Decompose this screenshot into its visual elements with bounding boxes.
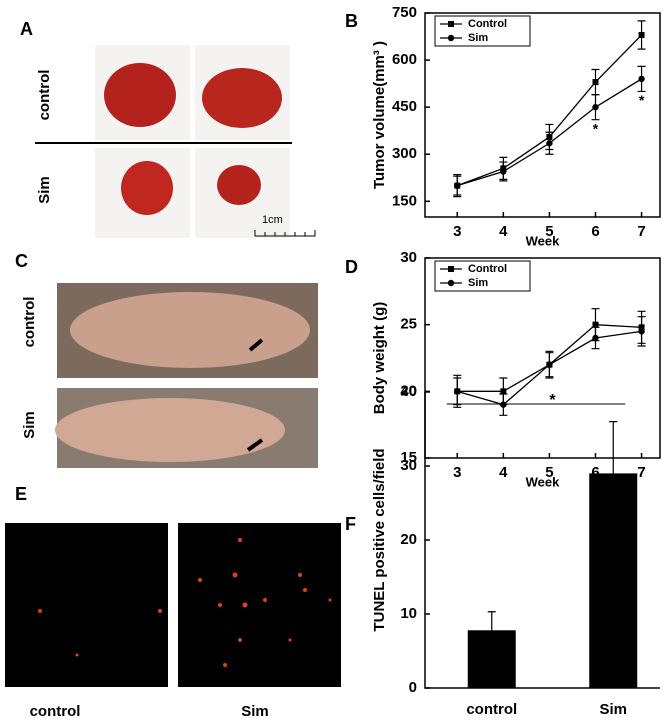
column-label: control: [30, 703, 81, 720]
y-tick-label: 750: [392, 4, 417, 21]
row-label: control: [21, 297, 38, 348]
y-tick-label: 30: [400, 249, 417, 266]
legend-label: Sim: [468, 277, 488, 289]
panel-letter: C: [15, 251, 28, 271]
error-bar: [609, 421, 618, 526]
x-tick-label: 3: [453, 464, 461, 481]
marker: [592, 334, 599, 342]
scale-bar-label: 1cm: [262, 214, 283, 226]
marker: [592, 321, 599, 328]
x-tick-label: 7: [637, 464, 645, 481]
plot-frame: [424, 12, 661, 218]
tunel-images: [5, 523, 341, 687]
y-tick-label: 20: [400, 382, 417, 399]
mouse-photos: [55, 283, 318, 468]
y-tick-label: 150: [392, 192, 417, 209]
y-tick-label: 10: [400, 605, 417, 622]
y-tick-label: 40: [400, 383, 417, 400]
y-tick-label: 0: [409, 679, 417, 696]
x-axis-label: Week: [526, 233, 560, 248]
y-axis-label: Body weight (g): [371, 302, 388, 415]
panel-letter: A: [20, 19, 33, 39]
marker: [638, 31, 645, 38]
marker: [638, 328, 645, 335]
y-tick-label: 15: [400, 449, 417, 466]
legend-label: Control: [468, 263, 507, 275]
y-tick-label: 300: [392, 145, 417, 162]
marker: [448, 266, 454, 272]
x-tick-label: 4: [499, 223, 508, 240]
marker: [500, 401, 507, 408]
marker: [638, 75, 645, 83]
x-tick-label: 3: [453, 223, 461, 240]
marker: [546, 361, 553, 368]
y-tick-label: 20: [400, 531, 417, 548]
row-label: Sim: [36, 176, 53, 204]
marker: [592, 103, 599, 111]
x-axis-label: Week: [526, 474, 560, 489]
row-label: control: [36, 70, 53, 121]
x-tick-label: control: [466, 701, 517, 718]
legend-box: [434, 15, 531, 47]
marker: [447, 34, 455, 42]
legend-label: Control: [468, 18, 507, 30]
column-label: Sim: [241, 703, 269, 720]
y-tick-label: 450: [392, 98, 417, 115]
marker: [448, 21, 454, 27]
error-bar: [487, 611, 496, 650]
significance-mark: *: [593, 120, 599, 136]
x-tick-label: 7: [637, 223, 645, 240]
marker: [500, 168, 507, 175]
significance-mark: *: [639, 92, 645, 108]
x-tick-label: 6: [591, 223, 599, 240]
panel-letter: D: [345, 257, 358, 277]
plot-frame: [424, 257, 661, 459]
legend-box: [434, 260, 531, 292]
marker: [447, 279, 455, 287]
marker: [454, 182, 461, 189]
marker: [500, 388, 507, 395]
series-line: [457, 34, 643, 187]
tumor-photos: [35, 45, 316, 238]
x-tick-label: Sim: [599, 701, 627, 718]
panel-letter: E: [15, 484, 27, 504]
marker: [454, 388, 461, 395]
y-tick-label: 30: [400, 457, 417, 474]
y-tick-label: 25: [400, 316, 417, 333]
marker: [546, 140, 553, 147]
marker: [592, 79, 599, 86]
row-label: Sim: [21, 411, 38, 439]
y-tick-label: 600: [392, 51, 417, 68]
x-tick-label: 5: [545, 464, 553, 481]
panel-letter: B: [345, 11, 358, 31]
y-axis-label: Tumor volume(mm³ ): [371, 41, 388, 189]
x-tick-label: 5: [545, 223, 553, 240]
y-axis-label: TUNEL positive cells/field: [371, 448, 388, 631]
legend-label: Sim: [468, 32, 488, 44]
panel-letter: F: [345, 514, 356, 534]
x-tick-label: 6: [591, 464, 599, 481]
x-tick-label: 4: [499, 464, 508, 481]
significance-mark: *: [549, 392, 556, 409]
